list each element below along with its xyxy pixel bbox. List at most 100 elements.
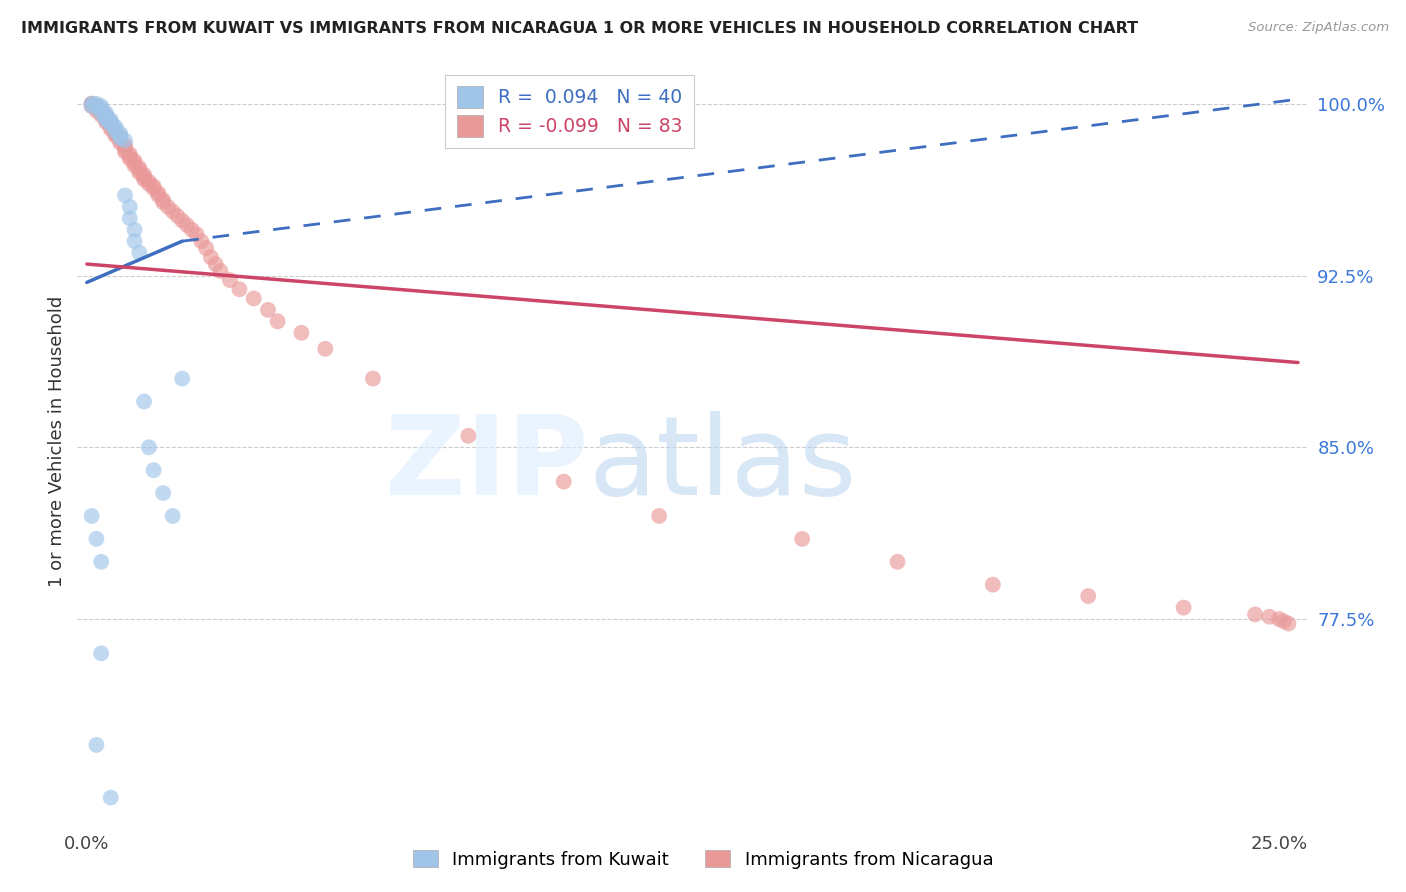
Point <box>100 112 122 127</box>
Point <box>981 577 1004 591</box>
Point <box>162 508 184 523</box>
Point <box>104 127 127 141</box>
Point <box>138 440 160 454</box>
Point <box>228 282 250 296</box>
Point <box>886 555 908 569</box>
Point <box>553 475 575 489</box>
Text: atlas: atlas <box>588 411 856 518</box>
Point <box>166 209 188 223</box>
Point <box>94 112 117 127</box>
Point <box>86 99 108 113</box>
Point <box>90 106 112 120</box>
Point <box>195 241 218 255</box>
Point <box>142 181 165 195</box>
Point <box>200 250 222 264</box>
Point <box>172 213 194 227</box>
Point <box>162 204 184 219</box>
Point <box>118 211 141 226</box>
Point <box>242 292 264 306</box>
Point <box>792 532 814 546</box>
Point <box>257 302 280 317</box>
Point <box>219 273 242 287</box>
Point <box>1244 607 1267 622</box>
Point <box>94 112 117 127</box>
Point <box>132 172 155 186</box>
Legend: R =  0.094   N = 40, R = -0.099   N = 83: R = 0.094 N = 40, R = -0.099 N = 83 <box>446 75 693 148</box>
Point <box>124 154 146 169</box>
Point <box>132 168 155 182</box>
Legend: Immigrants from Kuwait, Immigrants from Nicaragua: Immigrants from Kuwait, Immigrants from … <box>405 843 1001 876</box>
Point <box>114 133 136 147</box>
Point <box>86 532 108 546</box>
Point <box>100 790 122 805</box>
Point <box>1173 600 1195 615</box>
Point <box>80 96 103 111</box>
Y-axis label: 1 or more Vehicles in Household: 1 or more Vehicles in Household <box>48 296 66 587</box>
Point <box>90 103 112 118</box>
Point <box>138 177 160 191</box>
Point <box>110 136 132 150</box>
Point <box>100 115 122 129</box>
Point <box>104 128 127 143</box>
Point <box>648 508 671 523</box>
Point <box>176 218 198 232</box>
Point <box>80 508 103 523</box>
Point <box>124 156 146 170</box>
Point <box>114 143 136 157</box>
Point <box>114 188 136 202</box>
Point <box>94 111 117 125</box>
Point <box>142 179 165 194</box>
Point <box>1277 616 1299 631</box>
Point <box>114 145 136 159</box>
Point <box>110 133 132 147</box>
Point <box>80 96 103 111</box>
Point <box>1077 589 1099 603</box>
Point <box>86 101 108 115</box>
Point <box>90 99 112 113</box>
Point <box>90 106 112 120</box>
Point <box>80 99 103 113</box>
Point <box>86 738 108 752</box>
Point <box>156 200 179 214</box>
Point <box>132 169 155 184</box>
Point <box>90 108 112 122</box>
Point <box>94 108 117 122</box>
Point <box>118 149 141 163</box>
Point <box>100 122 122 136</box>
Point <box>104 124 127 138</box>
Point <box>100 120 122 134</box>
Point <box>152 486 174 500</box>
Point <box>172 371 194 385</box>
Point <box>209 264 232 278</box>
Point <box>124 234 146 248</box>
Point <box>152 193 174 207</box>
Point <box>1272 615 1295 629</box>
Point <box>80 96 103 111</box>
Point <box>100 117 122 131</box>
Point <box>1268 612 1291 626</box>
Point <box>124 223 146 237</box>
Point <box>86 99 108 113</box>
Point <box>94 115 117 129</box>
Text: Source: ZipAtlas.com: Source: ZipAtlas.com <box>1249 21 1389 34</box>
Point <box>266 314 288 328</box>
Point <box>110 131 132 145</box>
Point <box>132 394 155 409</box>
Point <box>142 463 165 477</box>
Point <box>90 106 112 120</box>
Point <box>186 227 208 242</box>
Point <box>104 120 127 134</box>
Point <box>90 555 112 569</box>
Point <box>118 147 141 161</box>
Point <box>118 200 141 214</box>
Point <box>104 124 127 138</box>
Point <box>457 429 479 443</box>
Point <box>114 140 136 154</box>
Point <box>290 326 312 340</box>
Point <box>361 371 384 385</box>
Point <box>148 188 170 202</box>
Point <box>90 103 112 118</box>
Point <box>138 175 160 189</box>
Point <box>152 195 174 210</box>
Point <box>86 96 108 111</box>
